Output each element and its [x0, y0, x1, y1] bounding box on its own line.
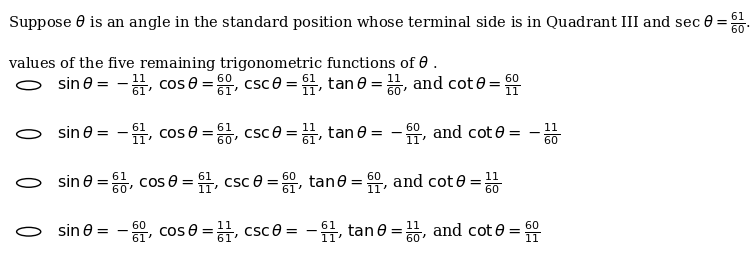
- Text: Suppose $\theta$ is an angle in the standard position whose terminal side is in : Suppose $\theta$ is an angle in the stan…: [8, 11, 755, 36]
- Text: $\sin\theta=-\frac{60}{61}$, $\cos\theta=\frac{11}{61}$, $\csc\theta=-\frac{61}{: $\sin\theta=-\frac{60}{61}$, $\cos\theta…: [57, 219, 540, 245]
- Text: values of the five remaining trigonometric functions of $\theta$ .: values of the five remaining trigonometr…: [8, 54, 437, 73]
- Text: $\sin\theta=-\frac{11}{61}$, $\cos\theta=\frac{60}{61}$, $\csc\theta=\frac{61}{1: $\sin\theta=-\frac{11}{61}$, $\cos\theta…: [57, 72, 520, 98]
- Text: $\sin\theta=\frac{61}{60}$, $\cos\theta=\frac{61}{11}$, $\csc\theta=\frac{60}{61: $\sin\theta=\frac{61}{60}$, $\cos\theta=…: [57, 170, 501, 196]
- Text: $\sin\theta=-\frac{61}{11}$, $\cos\theta=\frac{61}{60}$, $\csc\theta=\frac{11}{6: $\sin\theta=-\frac{61}{11}$, $\cos\theta…: [57, 121, 559, 147]
